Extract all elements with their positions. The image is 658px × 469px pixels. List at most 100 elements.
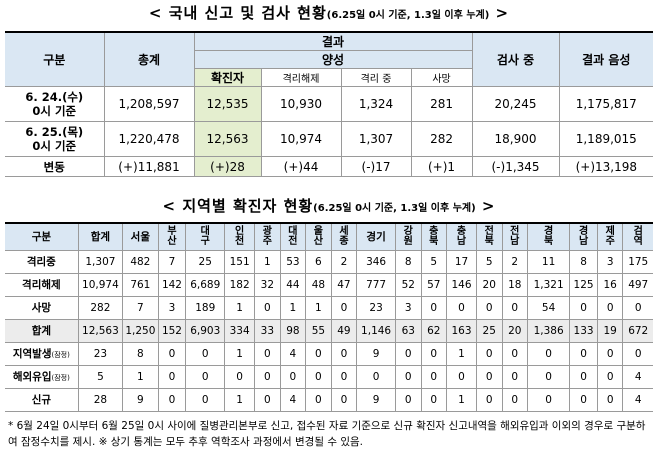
t2-cell: 0 (420, 295, 448, 320)
t1-cell-testing: 18,900 (471, 121, 560, 157)
t2-cell: 497 (622, 272, 653, 297)
t1-cell-confirmed: 12,535 (193, 86, 262, 122)
t1-header-negative: 결과 음성 (558, 31, 654, 87)
t2-row-label-text: 합계 (31, 325, 52, 337)
t2-row-label: 합계 (5, 318, 79, 343)
t2-cell: 0 (185, 387, 226, 412)
t2-cell: 1 (122, 364, 159, 389)
t2-cell: 761 (122, 272, 159, 297)
t2-row-label-text: 사망 (31, 302, 52, 314)
t2-cell: 0 (395, 364, 422, 389)
t1-cell-released: (+)44 (260, 156, 342, 177)
t2-cell: 20 (475, 272, 503, 297)
t2-cell: 0 (395, 341, 422, 366)
t1-row-label-line1: 6. 25.(목) (25, 125, 84, 139)
t1-row-label-line2: 0시 기준 (32, 139, 77, 153)
t2-header-cell: 경기 (356, 222, 396, 251)
t2-cell: 334 (224, 318, 256, 343)
table1-title-sub: (6.25일 0시 기준, 1.3일 이후 누계) (326, 10, 490, 21)
t2-cell: 63 (395, 318, 422, 343)
t2-cell: 4 (279, 387, 307, 412)
table1-title-main: < 국내 신고 및 검사 현황 (148, 4, 327, 22)
t2-cell: 0 (475, 295, 503, 320)
t2-cell: 5 (77, 364, 124, 389)
t1-header-isolating: 격리 중 (340, 68, 412, 87)
t2-row-label: 신규 (5, 387, 79, 412)
t2-cell: 672 (622, 318, 653, 343)
t1-cell-negative: 1,189,015 (558, 121, 654, 157)
t1-cell-total: 1,220,478 (103, 121, 195, 157)
t2-cell: 0 (569, 295, 598, 320)
t2-cell: 0 (157, 364, 187, 389)
t2-cell: 9 (356, 387, 396, 412)
t1-cell-confirmed: 12,563 (193, 121, 262, 157)
table-row: 합계 12,563 1,250 152 6,903 334 33 98 55 49 1,146 63 6… (5, 318, 653, 343)
t2-cell: 0 (501, 364, 529, 389)
t2-cell: 0 (185, 341, 226, 366)
t2-cell: 19 (596, 318, 624, 343)
t2-cell: 23 (356, 295, 396, 320)
t2-cell: 0 (527, 341, 571, 366)
footnote: * 6월 24일 0시부터 6월 25일 0시 사이에 질병관리본부로 신고, … (8, 420, 646, 448)
t2-cell: 48 (305, 272, 332, 297)
t2-cell: 52 (395, 272, 422, 297)
t1-row-label: 6. 24.(수) 0시 기준 (5, 86, 105, 122)
t2-cell: 17 (446, 249, 477, 274)
t2-cell: 3 (157, 295, 187, 320)
t2-row-label: 해외유입(잠정) (5, 364, 79, 389)
t1-cell-isolating: 1,324 (340, 86, 412, 122)
t2-row-label-text: 해외유입 (12, 371, 52, 383)
t2-cell: 0 (305, 341, 332, 366)
t2-cell: 11 (527, 249, 571, 274)
t2-cell: 12,563 (77, 318, 124, 343)
t2-cell: 7 (122, 295, 159, 320)
t1-cell-total: (+)11,881 (103, 156, 195, 177)
t1-cell-confirmed: (+)28 (193, 156, 262, 177)
t2-cell: 0 (254, 364, 281, 389)
t2-cell: 53 (279, 249, 307, 274)
table2-title: < 지역별 확진자 현황(6.25일 0시 기준, 1.3일 이후 누계) > (0, 195, 658, 216)
t2-cell: 1 (305, 295, 332, 320)
t2-cell: 55 (305, 318, 332, 343)
t2-cell: 98 (279, 318, 307, 343)
t2-cell: 0 (254, 341, 281, 366)
t2-cell: 0 (330, 341, 358, 366)
t2-cell: 0 (446, 295, 477, 320)
t2-row-label-text: 격리해제 (22, 279, 61, 291)
t1-cell-death: 282 (410, 121, 473, 157)
table2-title-sub: (6.25일 0시 기준, 1.3일 이후 누계) (313, 203, 476, 214)
t2-cell: 3 (395, 295, 422, 320)
t2-cell: 133 (569, 318, 598, 343)
t1-row-label-line2: 0시 기준 (32, 104, 77, 118)
t2-cell: 1 (224, 387, 256, 412)
t2-cell: 1,307 (77, 249, 124, 274)
t1-header-positive: 양성 (194, 50, 473, 69)
t2-cell: 163 (446, 318, 477, 343)
t2-cell: 25 (185, 249, 226, 274)
t2-cell: 0 (224, 364, 256, 389)
t1-header-death: 사망 (410, 68, 473, 87)
t2-cell: 1,146 (356, 318, 396, 343)
t2-row-label-sub: (잠정) (51, 374, 70, 382)
t2-cell: 8 (569, 249, 598, 274)
table1-title-end: > (489, 4, 510, 22)
t2-cell: 0 (356, 364, 396, 389)
t2-header-row: 구분 합계 서울 부 산 대 구 인 천 광 주 대 전 울 산 세 종 경기 강 원 충 북 충 남 전 북 전 남 경 북 경 남 제 주 검 역 (5, 222, 653, 251)
t2-cell: 54 (527, 295, 571, 320)
t1-cell-negative: 1,175,817 (558, 86, 654, 122)
t1-cell-released: 10,974 (260, 121, 342, 157)
t1-row-label: 6. 25.(목) 0시 기준 (5, 121, 105, 157)
t2-cell: 0 (420, 387, 448, 412)
table-row: 격리중 1,307 482 7 25 151 1 53 6 2 346 8 5 17 5 2 11 8 3 175 (5, 249, 653, 274)
table-row: 지역발생(잠정) 23 8 0 0 1 0 4 0 0 9 0 0 1 0 0 0 0 0 0 (5, 341, 653, 366)
table-row: 6. 24.(수) 0시 기준 1,208,597 12,535 10,930 1… (5, 86, 654, 122)
table2-title-end: > (475, 197, 496, 215)
t2-cell: 0 (330, 295, 358, 320)
t1-cell-death: 281 (410, 86, 473, 122)
